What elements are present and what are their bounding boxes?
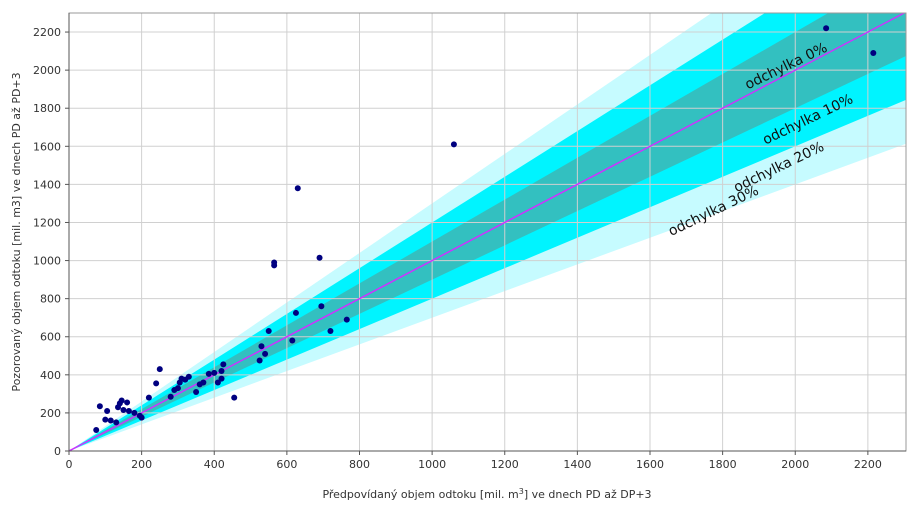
x-tick-label: 0: [66, 458, 73, 471]
data-point: [107, 417, 114, 424]
data-point: [258, 343, 265, 350]
y-tick-label: 2200: [33, 26, 61, 39]
data-point: [124, 399, 131, 406]
data-point: [450, 141, 457, 148]
data-point: [265, 328, 272, 335]
y-tick-label: 1000: [33, 255, 61, 268]
data-point: [131, 409, 138, 416]
data-point: [289, 337, 296, 344]
x-tick-label: 1200: [491, 458, 519, 471]
data-point: [318, 303, 325, 310]
x-tick-label: 2000: [781, 458, 809, 471]
y-tick-label: 200: [40, 407, 61, 420]
data-point: [262, 350, 269, 357]
data-point: [294, 185, 301, 192]
x-tick-label: 600: [276, 458, 297, 471]
data-point: [870, 49, 877, 56]
y-tick-label: 600: [40, 331, 61, 344]
data-point: [316, 254, 323, 261]
x-tick-label: 400: [204, 458, 225, 471]
x-tick-label: 1600: [636, 458, 664, 471]
y-tick-label: 1200: [33, 216, 61, 229]
y-tick-label: 400: [40, 369, 61, 382]
x-axis-label: Předpovídaný objem odtoku [mil. m3] ve d…: [322, 487, 651, 501]
data-point: [231, 394, 238, 401]
data-point: [214, 379, 221, 386]
data-point: [256, 357, 263, 364]
data-point: [125, 408, 132, 415]
data-point: [118, 397, 125, 404]
data-point: [218, 375, 225, 382]
y-tick-label: 1400: [33, 178, 61, 191]
data-point: [343, 316, 350, 323]
data-point: [102, 416, 109, 423]
data-point: [205, 370, 212, 377]
x-tick-label: 1800: [709, 458, 737, 471]
data-point: [104, 408, 111, 415]
y-tick-label: 2000: [33, 64, 61, 77]
data-point: [823, 25, 830, 32]
data-point: [218, 368, 225, 375]
data-point: [292, 309, 299, 316]
x-tick-label: 800: [349, 458, 370, 471]
data-point: [174, 385, 181, 392]
data-point: [220, 361, 227, 368]
data-point: [193, 388, 200, 395]
y-axis-label: Pozorovaný objem odtoku [mil. m3] ve dne…: [10, 72, 23, 391]
data-point: [96, 403, 103, 410]
data-point: [211, 369, 218, 376]
data-point: [120, 407, 127, 414]
data-point: [153, 380, 160, 387]
data-point: [113, 419, 120, 426]
data-point: [156, 366, 163, 373]
data-point: [185, 373, 192, 380]
data-point: [93, 427, 100, 434]
identity-line: [69, 13, 906, 451]
data-point: [327, 328, 334, 335]
x-tick-label: 1400: [563, 458, 591, 471]
data-point: [200, 379, 207, 386]
data-point: [167, 393, 174, 400]
y-tick-label: 800: [40, 293, 61, 306]
x-tick-label: 1000: [418, 458, 446, 471]
y-tick-label: 1600: [33, 140, 61, 153]
x-tick-label: 200: [131, 458, 152, 471]
data-point: [138, 414, 145, 421]
data-point: [271, 262, 278, 269]
data-point: [145, 394, 152, 401]
x-tick-label: 2200: [854, 458, 882, 471]
y-tick-label: 1800: [33, 102, 61, 115]
y-tick-label: 0: [54, 445, 61, 458]
